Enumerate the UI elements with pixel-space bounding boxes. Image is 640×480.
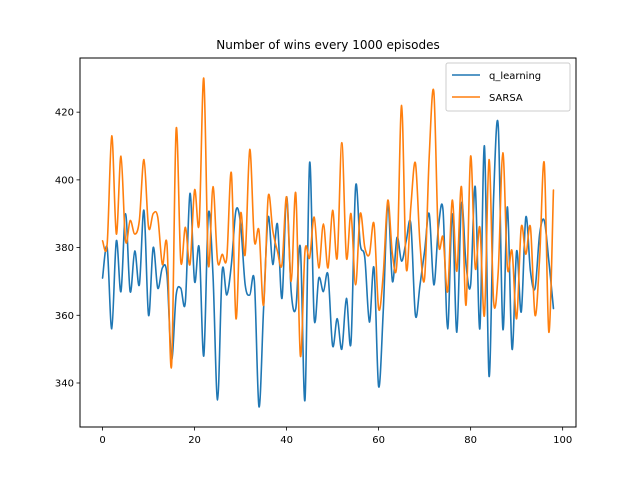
x-tick-label-100: 100 [553, 435, 572, 446]
legend-label-q-learning: q_learning [489, 71, 541, 82]
legend-label-sarsa: SARSA [489, 93, 523, 104]
chart-title: Number of wins every 1000 episodes [216, 38, 439, 52]
y-tick-label-340: 340 [55, 378, 74, 389]
x-tick-label-20: 20 [188, 435, 201, 446]
y-tick-label-360: 360 [55, 311, 74, 322]
y-tick-label-400: 400 [55, 175, 74, 186]
y-tick-label-380: 380 [55, 243, 74, 254]
plot-frame [79, 57, 577, 428]
x-tick-label-0: 0 [99, 435, 105, 446]
x-tick-label-60: 60 [372, 435, 385, 446]
legend: q_learning SARSA [445, 62, 571, 112]
x-tick-label-80: 80 [464, 435, 477, 446]
x-tick-label-40: 40 [280, 435, 293, 446]
series-line-sarsa [101, 77, 555, 369]
series-line-q-learning [101, 119, 555, 408]
y-tick-label-420: 420 [55, 108, 74, 119]
